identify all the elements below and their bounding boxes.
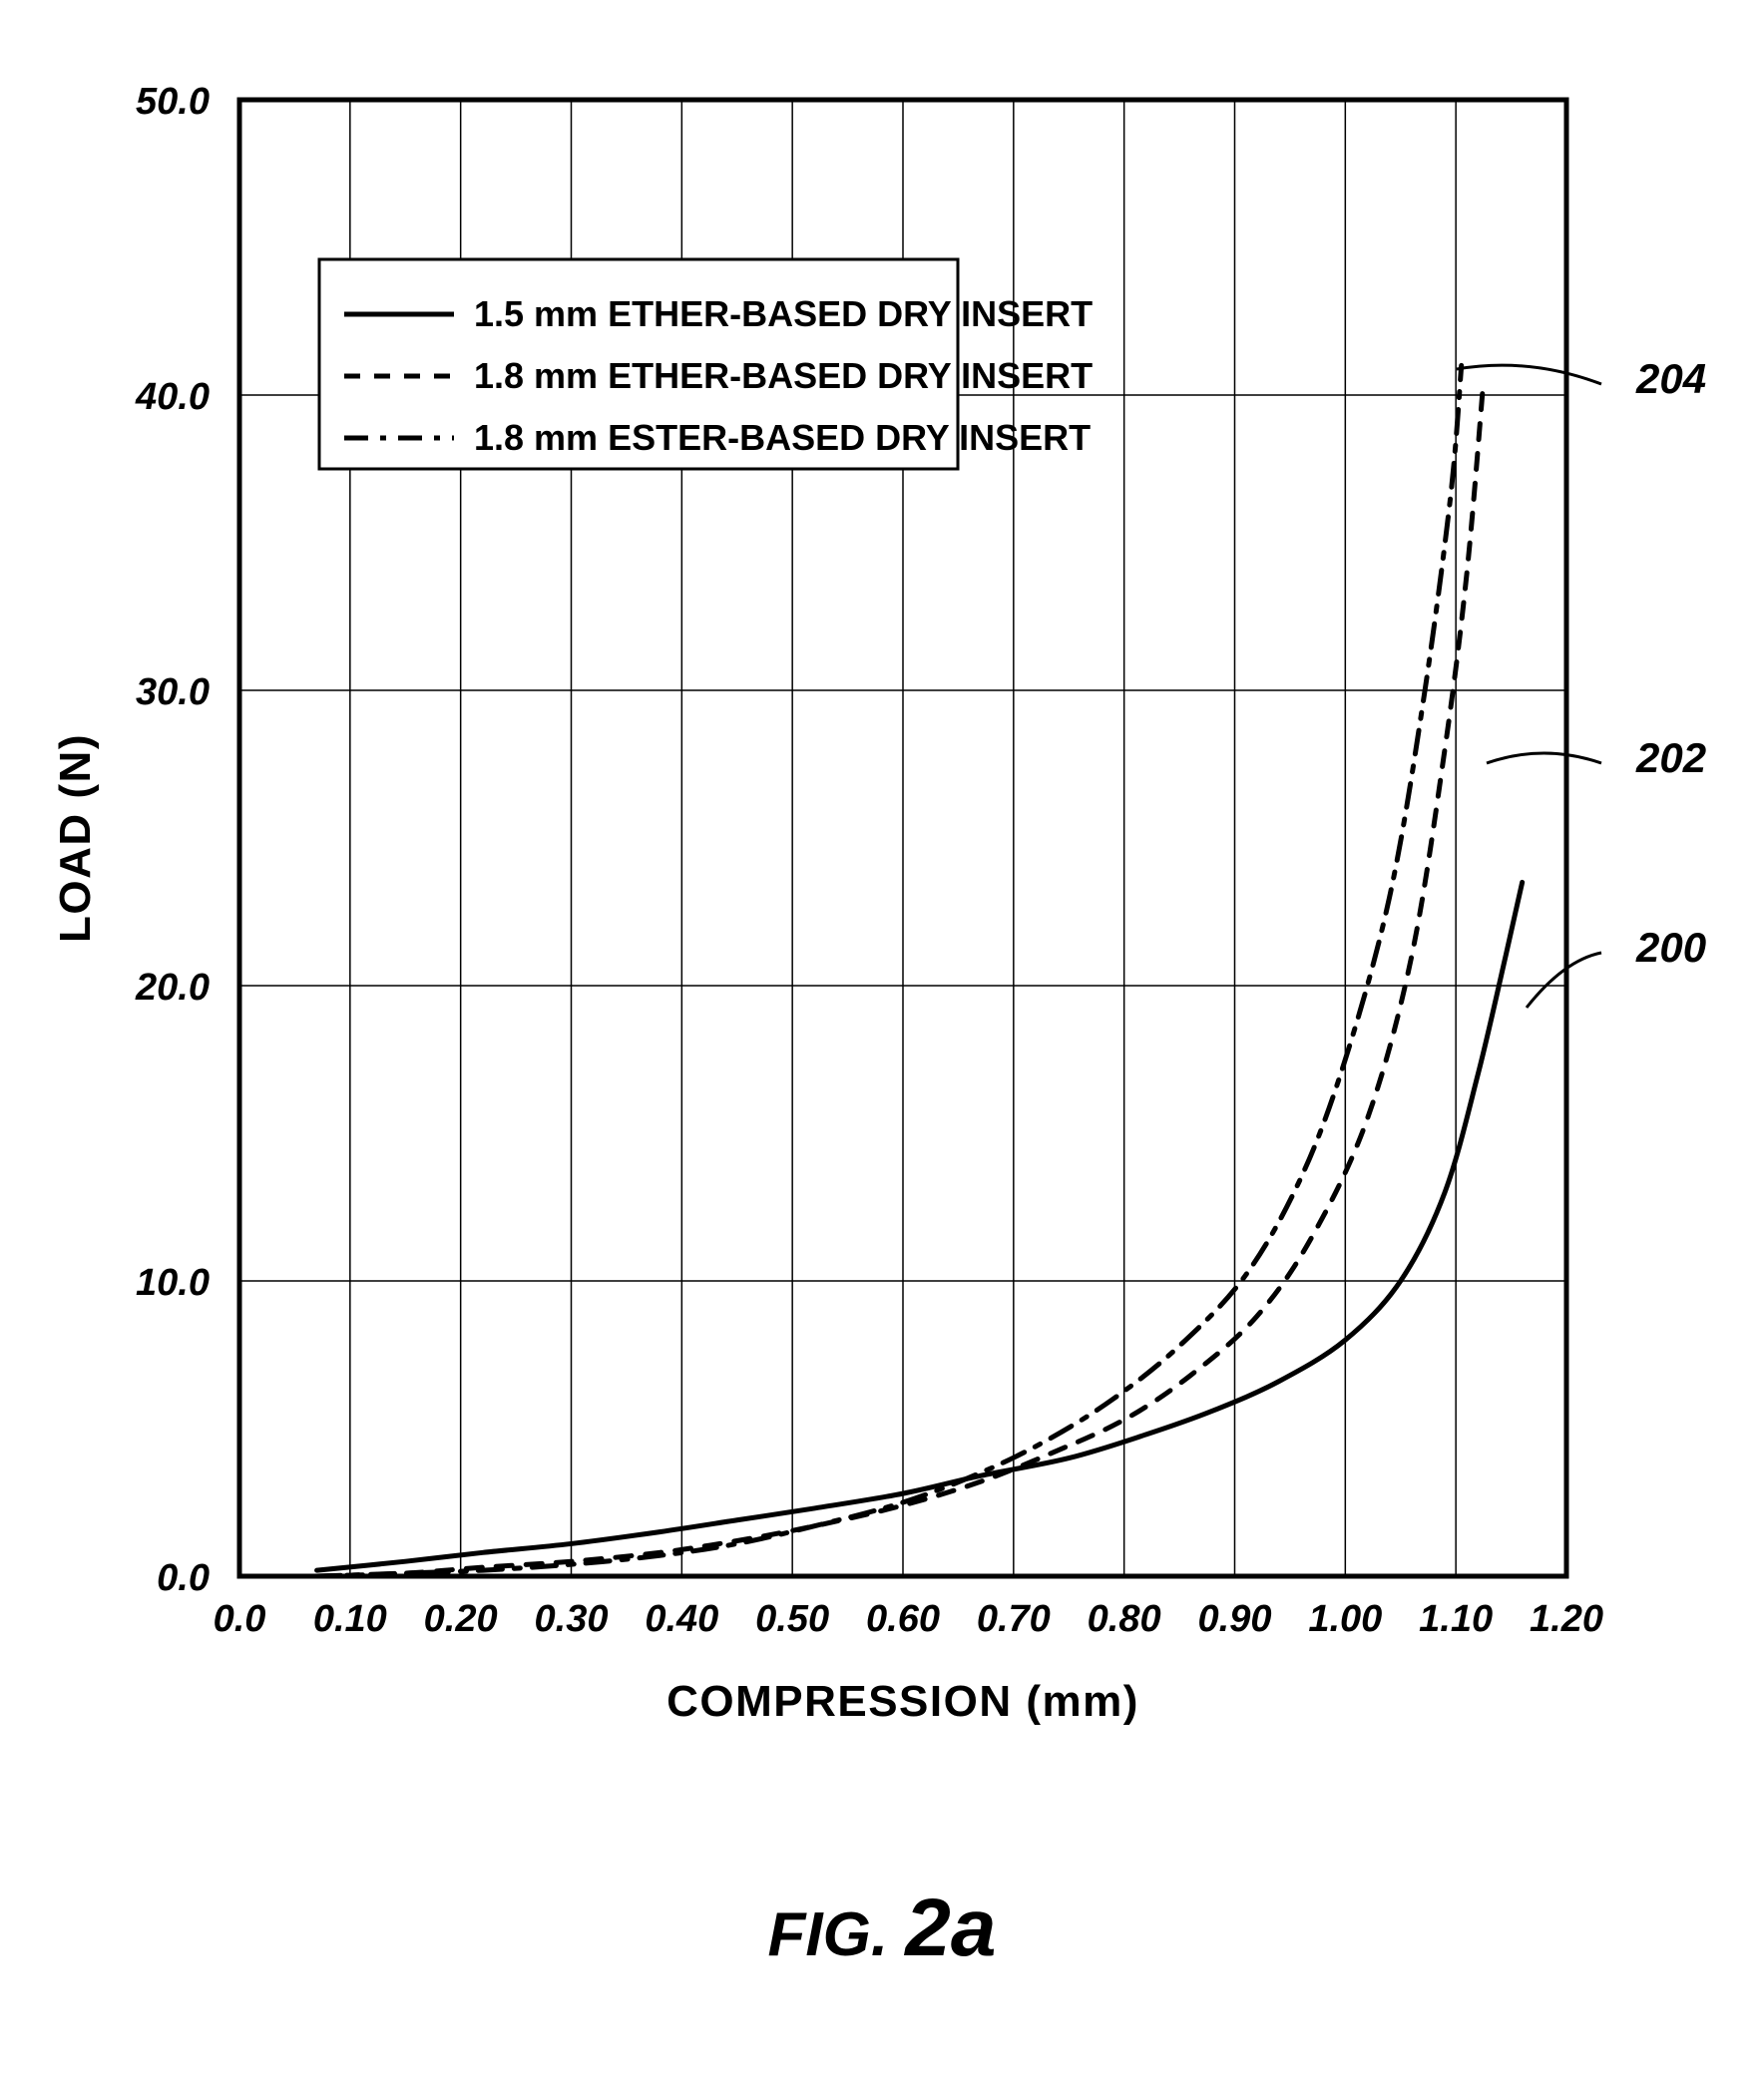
y-tick-label: 0.0 [157,1557,210,1599]
x-tick-label: 0.10 [313,1598,387,1640]
series-line-1 [317,380,1484,1576]
x-tick-label: 0.30 [535,1598,609,1640]
y-tick-label: 10.0 [136,1262,210,1304]
chart-container: 0.0 0.10 0.20 0.30 0.40 0.50 0.60 0.70 0.80 0.90 1… [0,0,1764,2083]
x-tick-label: 0.80 [1088,1598,1161,1640]
callout-label-0: 204 [1635,355,1706,402]
x-tick-label: 0.50 [755,1598,829,1640]
callout-leader-0 [1457,365,1601,384]
x-tick-label: 0.20 [424,1598,498,1640]
figure-label: FIG. 2a [768,1882,997,1973]
y-tick-label: 30.0 [136,671,210,713]
callout-label-1: 202 [1635,734,1706,781]
legend-label-0: 1.5 mm ETHER-BASED DRY INSERT [474,293,1093,334]
callout-label-2: 200 [1635,924,1706,971]
legend-label-1: 1.8 mm ETHER-BASED DRY INSERT [474,355,1093,396]
x-tick-label: 0.90 [1198,1598,1272,1640]
legend-label-2: 1.8 mm ESTER-BASED DRY INSERT [474,417,1091,458]
x-tick-label: 1.20 [1530,1598,1603,1640]
y-axis-title: LOAD (N) [51,733,100,943]
series-line-2 [317,365,1462,1576]
chart-svg: 0.0 0.10 0.20 0.30 0.40 0.50 0.60 0.70 0.80 0.90 1… [0,0,1764,2083]
y-tick-label: 40.0 [135,376,210,418]
y-tick-label: 20.0 [135,967,210,1009]
x-tick-label: 0.60 [866,1598,940,1640]
x-tick-label: 1.00 [1308,1598,1382,1640]
x-tick-label: 0.0 [214,1598,266,1640]
x-axis-title: COMPRESSION (mm) [666,1677,1139,1726]
x-tick-label: 1.10 [1419,1598,1493,1640]
callout-leader-1 [1487,753,1601,763]
y-tick-label: 50.0 [136,81,210,123]
x-tick-label: 0.40 [645,1598,718,1640]
x-tick-label: 0.70 [977,1598,1051,1640]
